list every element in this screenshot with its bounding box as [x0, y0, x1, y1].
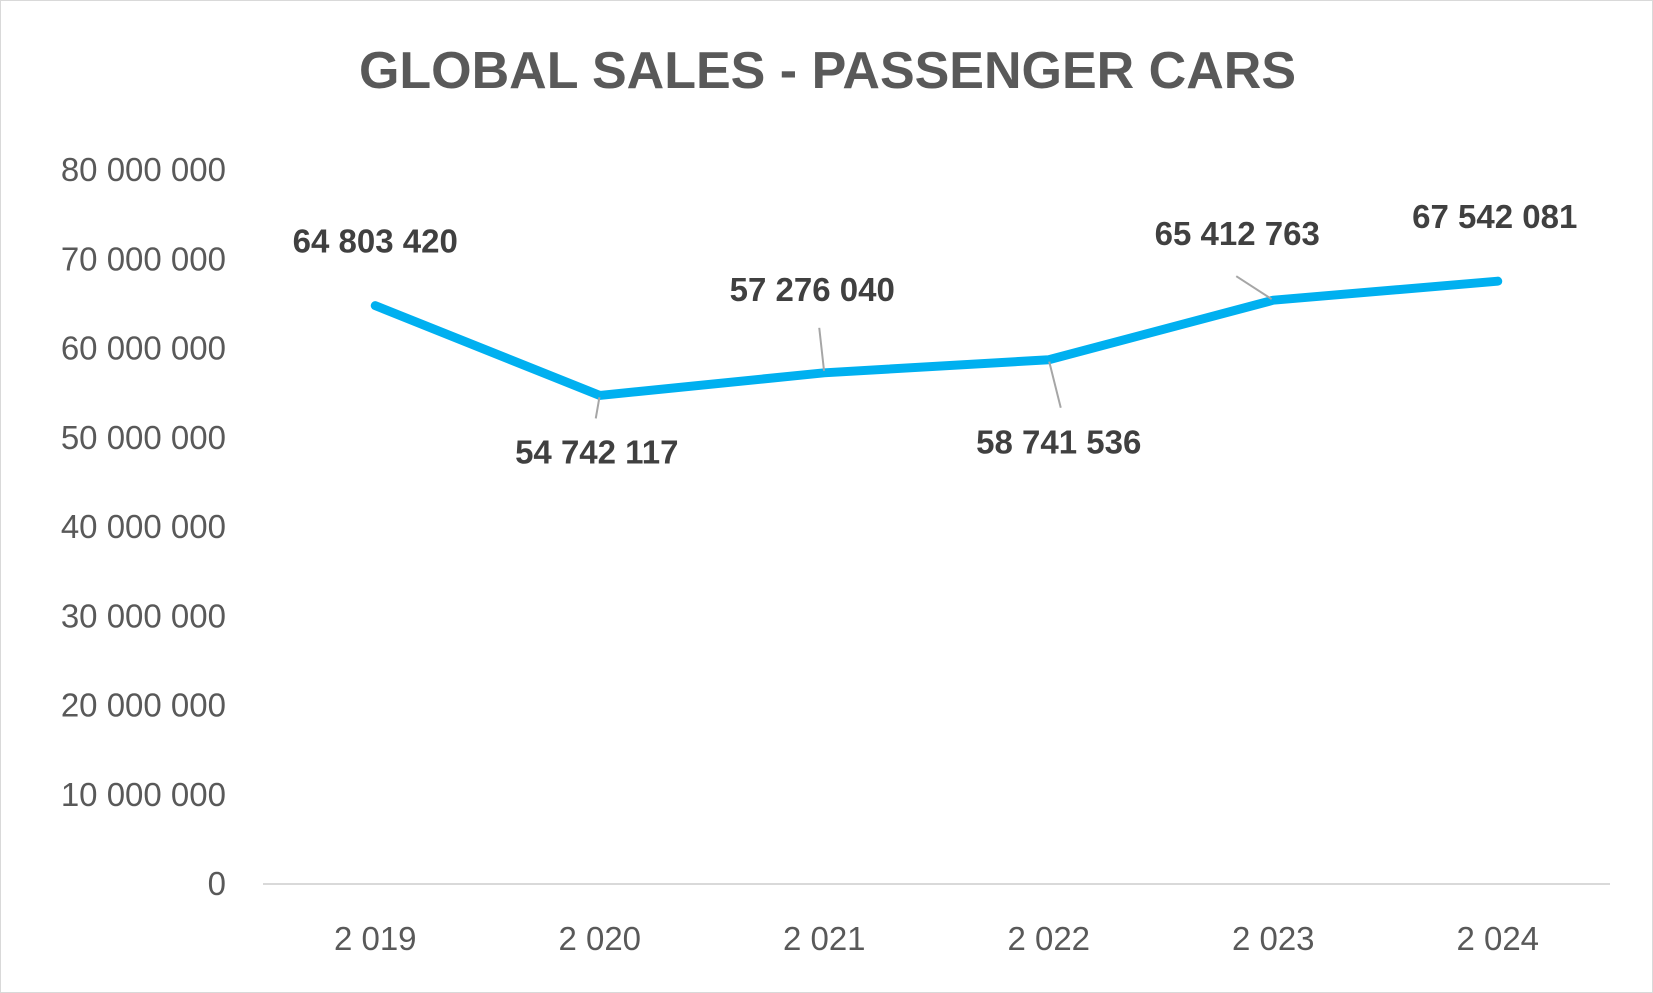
y-tick-label: 0 [208, 865, 226, 902]
data-label: 64 803 420 [293, 223, 458, 260]
data-label-leader [1047, 359, 1062, 408]
chart-title: GLOBAL SALES - PASSENGER CARS [358, 42, 1297, 100]
data-label: 54 742 117 [515, 433, 678, 470]
x-tick-label: 2 019 [334, 920, 417, 957]
x-tick-label: 2 022 [1007, 920, 1090, 957]
data-label: 67 542 081 [1412, 198, 1577, 235]
data-label-leader [1235, 275, 1274, 302]
data-point [373, 303, 378, 308]
data-point [822, 370, 827, 375]
y-tick-label: 80 000 000 [61, 151, 226, 188]
x-tick-label: 2 020 [558, 920, 641, 957]
x-tick-label: 2 024 [1456, 920, 1539, 957]
y-tick-label: 70 000 000 [61, 240, 226, 277]
x-tick-label: 2 021 [783, 920, 866, 957]
data-label: 58 741 536 [976, 424, 1141, 461]
y-tick-label: 20 000 000 [61, 687, 226, 724]
data-label: 57 276 040 [730, 271, 895, 308]
y-tick-label: 10 000 000 [61, 776, 226, 813]
y-tick-label: 40 000 000 [61, 508, 226, 545]
y-tick-label: 50 000 000 [61, 419, 226, 456]
data-point [1046, 357, 1051, 362]
series-line [370, 276, 1503, 400]
x-tick-label: 2 023 [1232, 920, 1315, 957]
data-label-leader [594, 395, 601, 419]
data-point [1495, 279, 1500, 284]
y-tick-label: 60 000 000 [61, 330, 226, 367]
y-tick-label: 30 000 000 [61, 597, 226, 634]
data-label: 65 412 763 [1155, 215, 1320, 252]
data-label-leader [818, 327, 826, 373]
data-point [1271, 298, 1276, 303]
data-point [597, 393, 602, 398]
